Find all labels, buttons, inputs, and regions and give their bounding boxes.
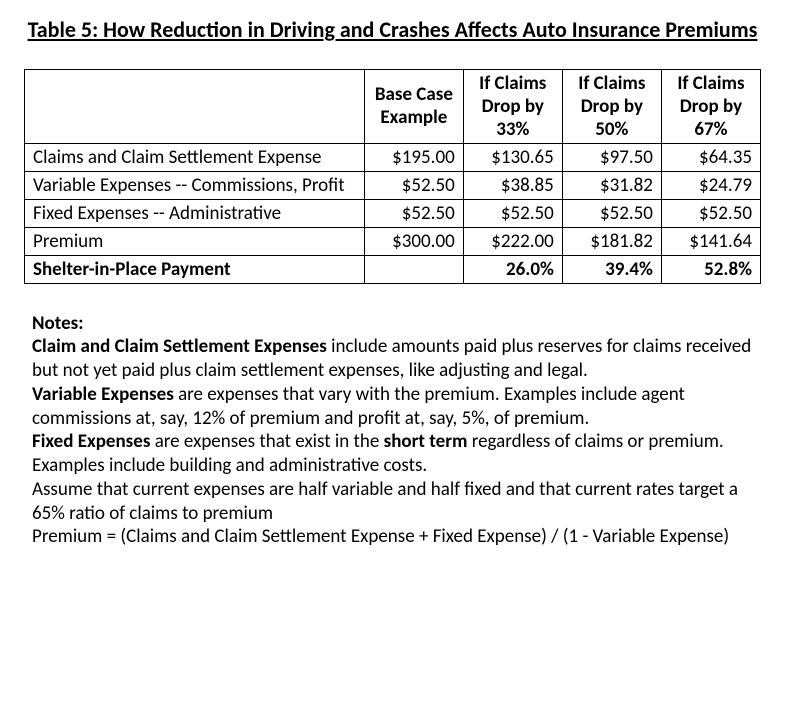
note-fixed: Fixed Expenses are expenses that exist i… <box>32 430 753 478</box>
row-label: Fixed Expenses -- Administrative <box>25 199 365 227</box>
row-value: $52.50 <box>365 171 464 199</box>
row-value: $195.00 <box>365 143 464 171</box>
note-assume: Assume that current expenses are half va… <box>32 478 753 526</box>
note-fixed-bold: Fixed Expenses <box>32 430 150 453</box>
header-drop50: If Claims Drop by 50% <box>562 69 661 143</box>
table-header-row: Base Case Example If Claims Drop by 33% … <box>25 69 761 143</box>
row-value: $97.50 <box>562 143 661 171</box>
table-title: Table 5: How Reduction in Driving and Cr… <box>24 16 761 45</box>
row-value: 39.4% <box>562 255 661 283</box>
row-value: $130.65 <box>463 143 562 171</box>
table-row: Claims and Claim Settlement Expense$195.… <box>25 143 761 171</box>
header-drop67: If Claims Drop by 67% <box>661 69 760 143</box>
header-empty <box>25 69 365 143</box>
note-formula: Premium = (Claims and Claim Settlement E… <box>32 525 753 549</box>
notes-section: Notes: Claim and Claim Settlement Expens… <box>24 312 761 550</box>
notes-header: Notes: <box>32 312 753 336</box>
note-claim: Claim and Claim Settlement Expenses incl… <box>32 335 753 383</box>
row-value: $24.79 <box>661 171 760 199</box>
header-drop33: If Claims Drop by 33% <box>463 69 562 143</box>
note-shortterm-bold: short term <box>384 430 468 453</box>
row-value: $181.82 <box>562 227 661 255</box>
table-row: Shelter-in-Place Payment 26.0%39.4%52.8% <box>25 255 761 283</box>
table-row: Premium$300.00$222.00$181.82$141.64 <box>25 227 761 255</box>
row-value: $52.50 <box>365 199 464 227</box>
row-value: 52.8% <box>661 255 760 283</box>
row-label: Variable Expenses -- Commissions, Profit <box>25 171 365 199</box>
premium-table: Base Case Example If Claims Drop by 33% … <box>24 69 761 284</box>
note-fixed-mid: are expenses that exist in the <box>150 430 383 453</box>
row-value: $52.50 <box>463 199 562 227</box>
row-value: $52.50 <box>562 199 661 227</box>
row-value: $31.82 <box>562 171 661 199</box>
row-label: Shelter-in-Place Payment <box>25 255 365 283</box>
row-label: Claims and Claim Settlement Expense <box>25 143 365 171</box>
row-value: $64.35 <box>661 143 760 171</box>
note-variable: Variable Expenses are expenses that vary… <box>32 383 753 431</box>
row-value: $38.85 <box>463 171 562 199</box>
row-value: 26.0% <box>463 255 562 283</box>
row-value: $222.00 <box>463 227 562 255</box>
table-row: Variable Expenses -- Commissions, Profit… <box>25 171 761 199</box>
row-value <box>365 255 464 283</box>
row-label: Premium <box>25 227 365 255</box>
note-variable-bold: Variable Expenses <box>32 383 174 406</box>
row-value: $300.00 <box>365 227 464 255</box>
header-base-case: Base Case Example <box>365 69 464 143</box>
table-row: Fixed Expenses -- Administrative$52.50$5… <box>25 199 761 227</box>
note-claim-bold: Claim and Claim Settlement Expenses <box>32 335 327 358</box>
row-value: $52.50 <box>661 199 760 227</box>
row-value: $141.64 <box>661 227 760 255</box>
